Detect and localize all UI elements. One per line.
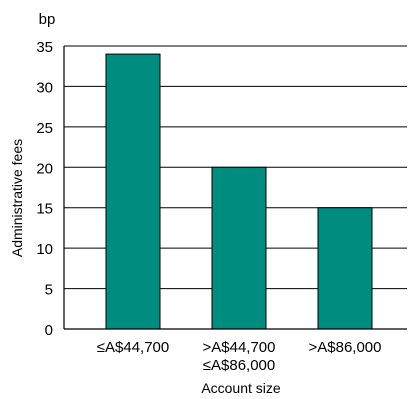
y-tick-label: 0: [45, 322, 53, 339]
axes: [63, 46, 407, 330]
y-tick-label: 20: [36, 160, 53, 177]
y-tick-label: 25: [36, 120, 53, 137]
x-tick-label: >A$44,700 ≤A$86,000: [203, 339, 276, 374]
y-tick-labels: 0 5 10 15 20 25 30 35: [36, 39, 53, 339]
x-tick-label-line: ≤A$86,000: [203, 357, 275, 374]
bar: [105, 53, 161, 330]
y-tick-label: 5: [45, 282, 53, 299]
bars: [105, 53, 373, 330]
y-tick-label: 30: [36, 79, 53, 96]
x-tick-labels: ≤A$44,700 >A$44,700 ≤A$86,000 >A$86,000: [97, 339, 382, 374]
bar: [317, 207, 373, 330]
x-tick-label-line: ≤A$44,700: [97, 339, 169, 356]
y-tick-label: 10: [36, 241, 53, 258]
y-unit-label: bp: [39, 11, 56, 28]
y-tick-label: 15: [36, 201, 53, 218]
x-tick-label-line: >A$86,000: [309, 339, 382, 356]
bar: [211, 166, 267, 330]
y-tick-label: 35: [36, 39, 53, 56]
x-axis-title: Account size: [201, 380, 281, 394]
y-axis-title: Administrative fees: [9, 139, 25, 257]
x-tick-label-line: >A$44,700: [203, 339, 276, 356]
x-tick-label: ≤A$44,700: [97, 339, 169, 356]
x-tick-label: >A$86,000: [309, 339, 382, 356]
